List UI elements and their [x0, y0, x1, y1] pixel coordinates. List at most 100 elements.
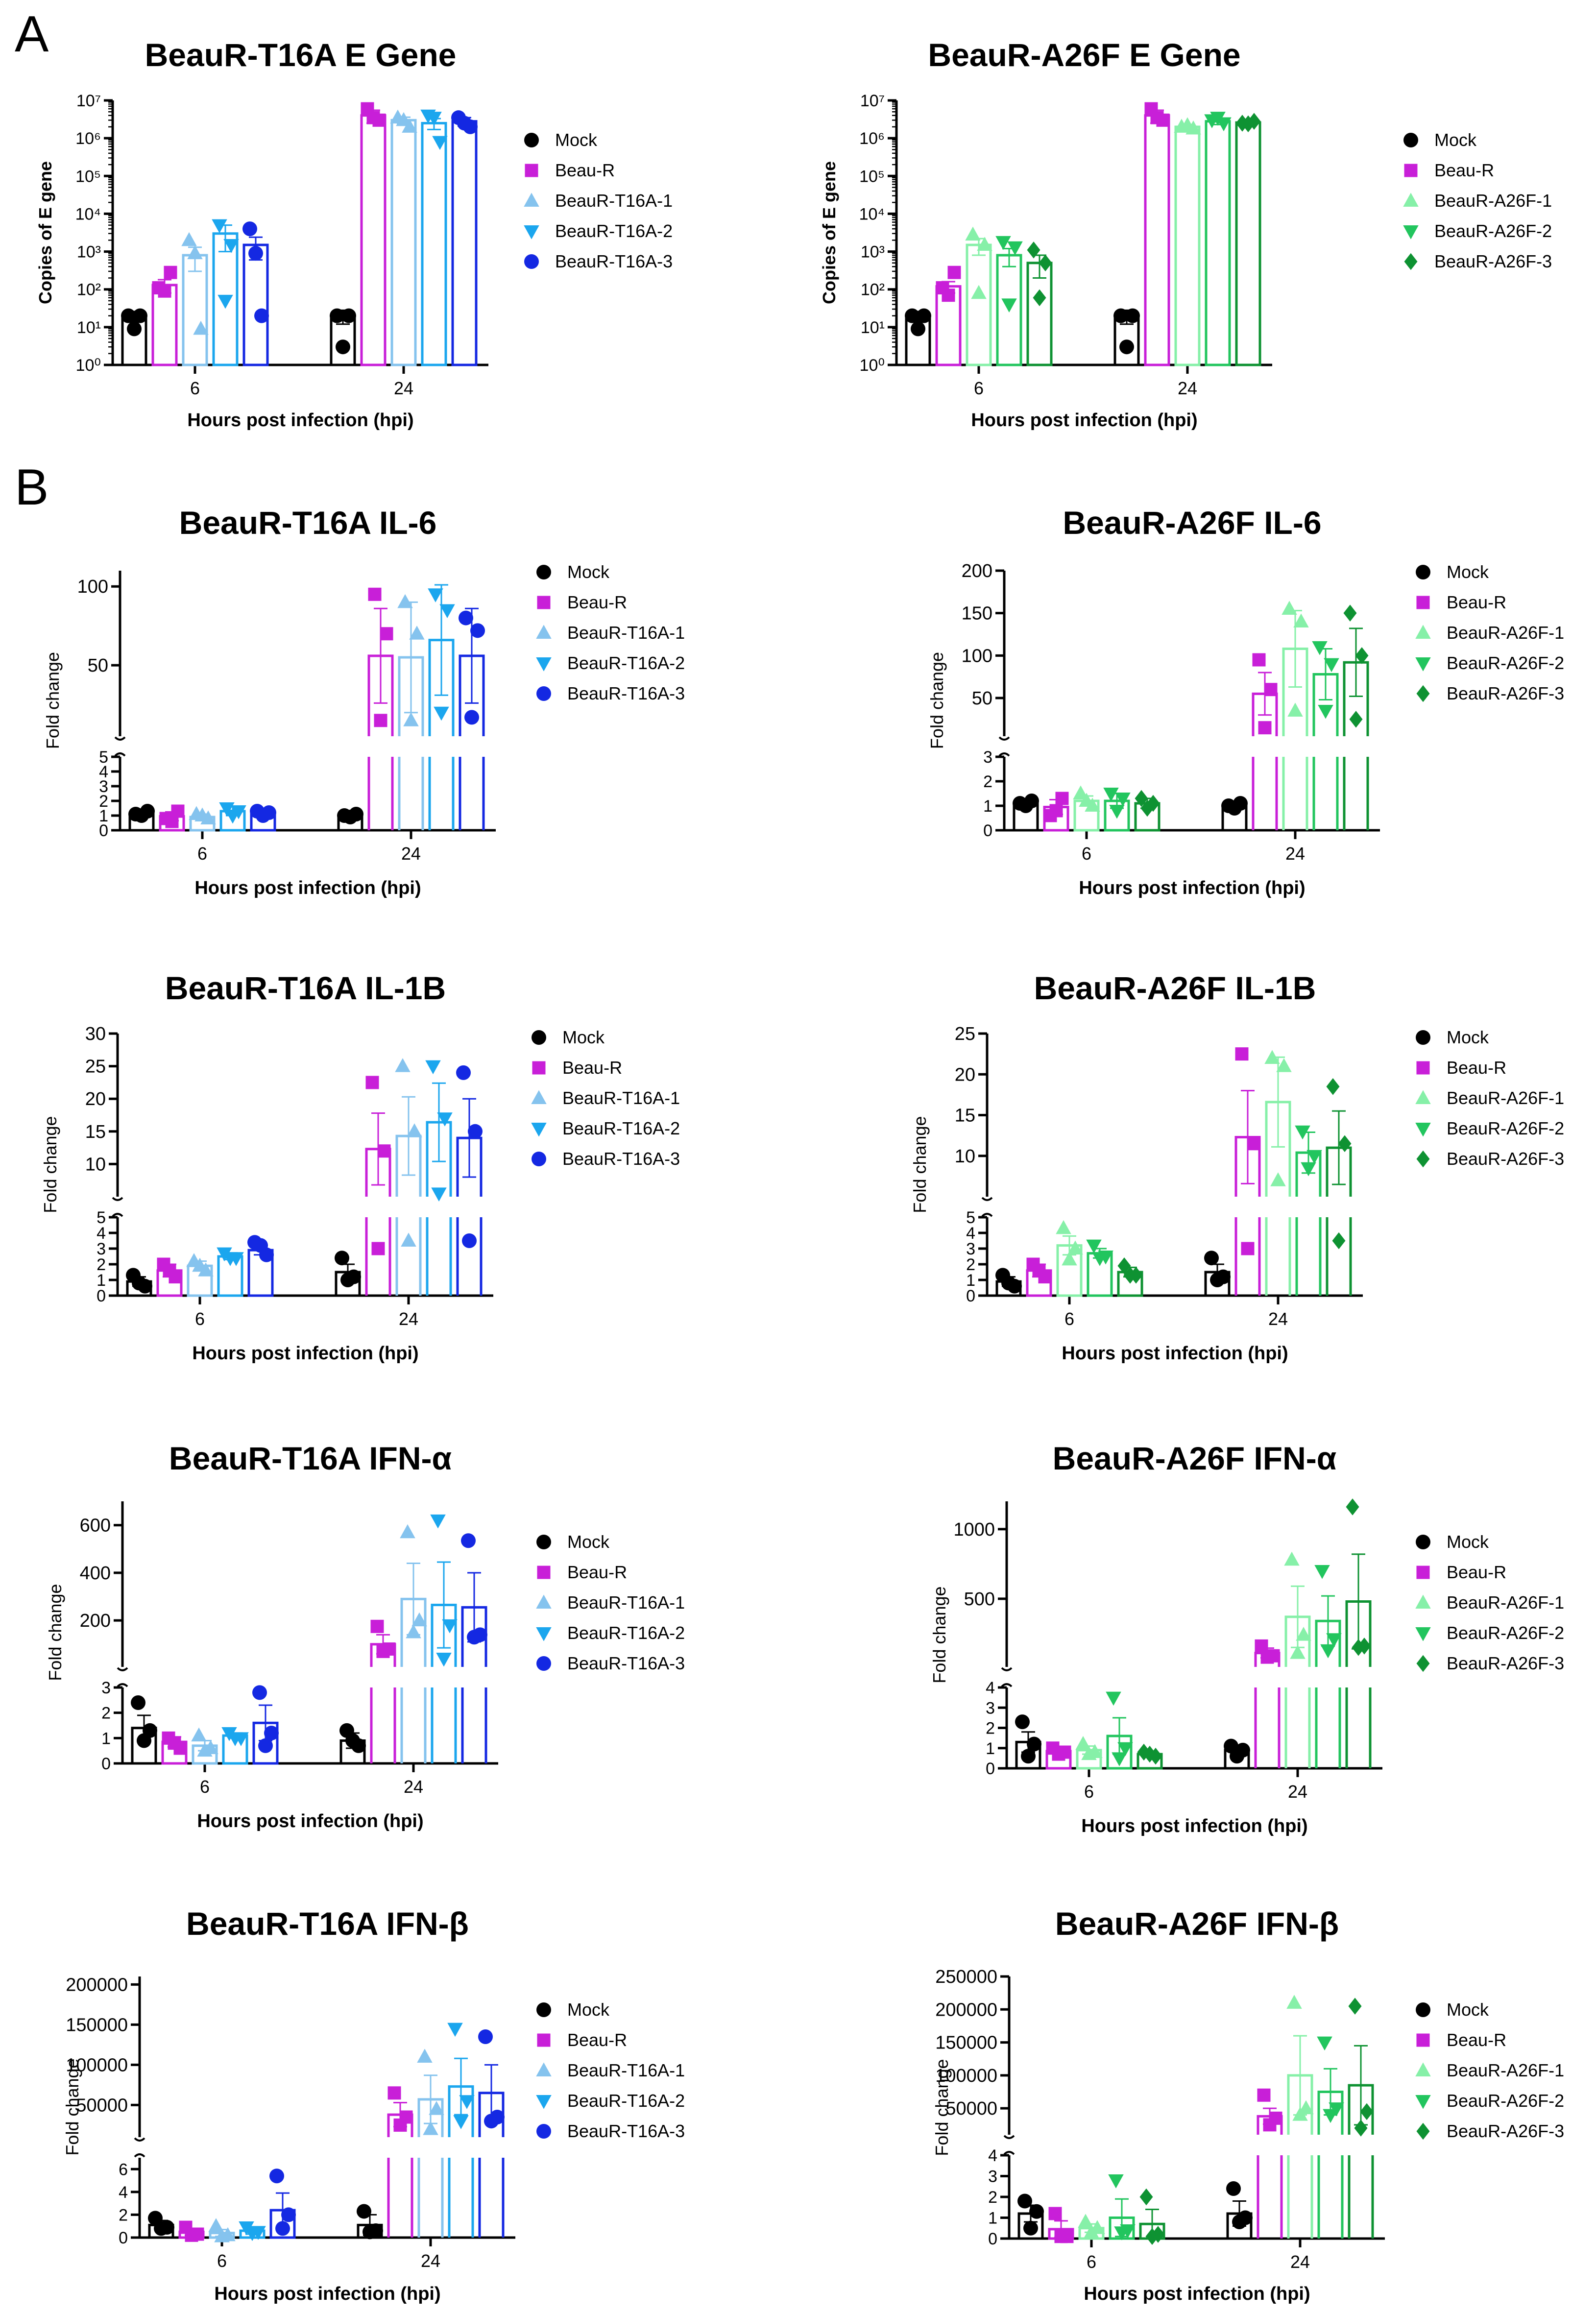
data-point — [439, 604, 455, 618]
bar — [1235, 121, 1261, 366]
data-point — [965, 226, 981, 241]
data-point — [269, 2168, 284, 2184]
y-tick-label: 4 — [966, 1224, 975, 1243]
legend-marker — [536, 565, 551, 579]
legend-marker — [1416, 1150, 1430, 1168]
data-point — [1241, 115, 1255, 133]
chart-title: BeauR-A26F E Gene — [928, 37, 1240, 73]
y-tick-label: 4 — [119, 2183, 128, 2202]
data-point — [1001, 298, 1017, 313]
legend-marker — [1415, 2095, 1431, 2109]
x-axis-label: Hours post infection (hpi) — [187, 410, 413, 431]
legend-marker — [1416, 596, 1430, 609]
legend-marker — [532, 1030, 546, 1045]
data-point — [1073, 785, 1088, 799]
data-point — [1106, 1691, 1121, 1706]
bar — [242, 243, 269, 366]
data-point — [275, 2221, 290, 2236]
legend-marker — [531, 1090, 547, 1104]
data-point — [1117, 1257, 1131, 1275]
y-axis-label: Fold change — [910, 1116, 930, 1213]
data-point — [1125, 308, 1140, 323]
chart-2: BeauR-A26F E Gene 10⁰ 10¹ 10² 10³ 10⁴ 10⁵ 10⁶ 10… — [819, 37, 1552, 431]
y-tick-label: 0 — [101, 1755, 111, 1773]
data-point — [219, 802, 235, 817]
data-point — [1343, 604, 1357, 622]
data-point — [436, 1652, 452, 1667]
x-axis-label: Hours post infection (hpi) — [1081, 1816, 1307, 1836]
axis-break-mark — [117, 1683, 128, 1687]
y-tick-label: 10⁶ — [75, 129, 101, 148]
data-point — [1296, 1627, 1311, 1641]
legend-marker — [1415, 1627, 1431, 1641]
y-tick-label: 10² — [77, 281, 101, 299]
data-point — [212, 219, 227, 234]
data-point — [1067, 1240, 1083, 1254]
y-tick-label: 50 — [88, 655, 108, 676]
legend: Mock Beau-R BeauR-T16A-1 BeauR-T16A-2 BeauR-… — [524, 130, 673, 271]
data-point — [468, 1124, 483, 1139]
bar — [421, 121, 447, 366]
data-point — [1295, 1125, 1310, 1140]
chart-10: BeauR-A26F IFN-β 50000 100000 150000 200000 2… — [932, 1905, 1564, 2304]
data-point — [368, 587, 382, 601]
data-point — [917, 308, 931, 323]
data-point — [462, 1233, 477, 1248]
legend-label: BeauR-A26F-1 — [1447, 2060, 1564, 2080]
data-point — [431, 1187, 447, 1202]
legend-label: BeauR-T16A-1 — [555, 191, 673, 211]
legend-label: BeauR-A26F-3 — [1434, 251, 1552, 271]
data-point — [253, 1238, 268, 1253]
y-tick-label: 20 — [955, 1064, 975, 1085]
legend-marker — [536, 1594, 552, 1609]
y-tick-label: 4 — [986, 1679, 995, 1697]
data-point — [208, 2218, 224, 2232]
data-point — [387, 2086, 401, 2100]
x-tick-label: 24 — [399, 1309, 418, 1329]
data-point — [1227, 801, 1242, 816]
data-point — [1349, 711, 1363, 728]
data-point — [1232, 2215, 1247, 2229]
data-point — [456, 1065, 471, 1080]
data-point — [225, 810, 241, 824]
data-point — [1252, 653, 1266, 667]
data-point — [1084, 2224, 1099, 2239]
data-point — [1352, 1638, 1365, 1656]
legend-label: Mock — [1447, 1532, 1489, 1552]
legend-marker — [524, 133, 539, 147]
legend-marker — [536, 2002, 551, 2017]
data-point — [1150, 111, 1164, 124]
x-tick-label: 24 — [1178, 378, 1197, 398]
data-point — [137, 1733, 151, 1748]
legend-label: BeauR-A26F-2 — [1447, 2091, 1564, 2111]
data-point — [411, 1612, 427, 1627]
data-point — [1027, 1736, 1041, 1752]
data-point — [1290, 1645, 1306, 1659]
legend-marker — [1416, 2002, 1430, 2017]
y-tick-label: 400 — [80, 1563, 111, 1584]
legend-label: BeauR-T16A-3 — [567, 2121, 685, 2141]
y-tick-label: 1000 — [953, 1519, 995, 1540]
y-tick-label: 5 — [99, 748, 108, 767]
axis-break-mark — [1003, 2135, 1015, 2139]
data-point — [1119, 339, 1134, 355]
data-point — [457, 116, 472, 131]
data-point — [397, 594, 413, 608]
data-point — [1264, 1050, 1280, 1064]
legend-label: Beau-R — [1447, 1562, 1506, 1582]
legend: Mock Beau-R BeauR-A26F-1 BeauR-A26F-2 BeauR-… — [1415, 1027, 1564, 1169]
y-tick-label: 10¹ — [77, 318, 101, 337]
data-point — [1284, 1551, 1300, 1566]
data-point — [1306, 1150, 1322, 1164]
y-axis-label: Fold change — [45, 1584, 65, 1681]
data-point — [194, 807, 210, 821]
axis-break-mark — [998, 736, 1010, 741]
y-tick-label: 50000 — [945, 2098, 997, 2119]
y-tick-label: 100 — [962, 646, 992, 666]
y-tick-label: 30 — [85, 1024, 106, 1044]
legend-marker — [1416, 2033, 1430, 2047]
data-point — [1140, 799, 1154, 817]
data-point — [133, 308, 147, 323]
data-point — [1054, 2230, 1068, 2243]
data-point — [1276, 1058, 1292, 1072]
